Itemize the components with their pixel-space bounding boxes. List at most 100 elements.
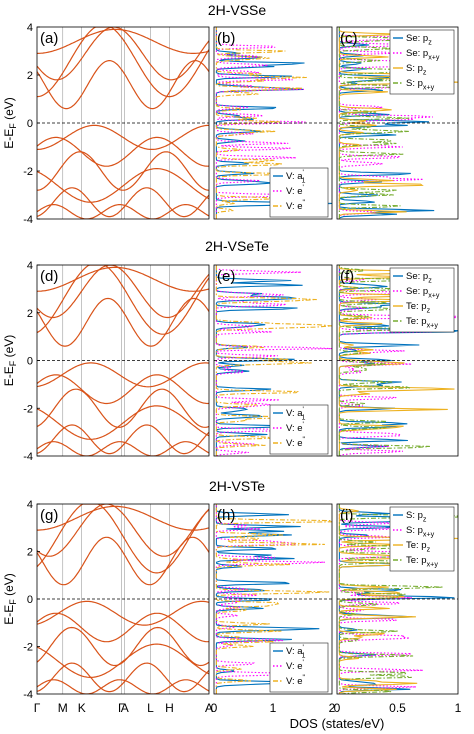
panel-frame [213,26,333,220]
band-line [37,151,209,191]
panel-plot [214,504,332,694]
legend-label: Se: px+y [406,286,440,299]
panel-plot [337,504,458,694]
legend: V: a' 1V: e' V: e" [269,642,329,693]
band-line [37,265,209,319]
legend-label: V: e" [286,674,306,687]
legend-label: V: e" [286,436,306,449]
panel-plot [37,265,209,456]
legend-label: S: px+y [406,525,435,538]
band-line [37,187,209,218]
kpoint-label: L [147,701,154,715]
dos-tick-label: 0 [334,701,341,715]
y-tick-label: 2 [27,70,33,82]
panel-label: (f) [340,268,354,285]
panel-label: (g) [40,507,58,524]
legend-label: S: pz [406,63,427,76]
band-line [37,297,209,347]
kpoint-label: A [205,701,213,715]
panel: Se: pz Se: px+y S: pz S: px+y (c) [336,26,459,220]
legend-label: S: px+y [406,78,435,91]
y-tick-label: 4 [27,260,33,272]
panel: V: a' 1V: e' V: e" (e) [213,264,333,457]
dos-tick-label: 1 [270,701,277,715]
panel-frame [336,26,459,220]
y-axis-label: E-EF (eV) [2,573,18,625]
dos-curve [215,504,325,694]
legend-label: Se: pz [406,33,432,46]
y-tick-label: -2 [23,642,33,654]
y-axis-label: E-EF (eV) [2,97,18,149]
band-line [37,536,209,586]
band-line [37,643,209,678]
band-line [37,27,209,98]
panel: Se: pz Se: px+y Te: pz Te: px+y (f) [336,264,459,457]
panel-label: (e) [217,268,235,285]
band-line [37,662,209,693]
kpoint-label: K [78,701,86,715]
legend-label: V: e' [286,421,304,434]
y-tick-label: 2 [27,547,33,559]
dos-tick-label: 0.5 [389,701,406,715]
band-line [37,168,209,203]
band-line [37,204,209,219]
band-line [37,265,209,335]
legend-label: V: a' 1 [286,644,306,660]
panel: V: a' 1V: e' V: e" (h) [213,503,333,695]
y-tick-label: -4 [23,689,33,701]
band-line [37,388,209,428]
band-line [37,362,209,388]
panel-label: (d) [40,268,58,285]
chart-title: 2H-VSSe [208,2,267,18]
legend-label: V: a' 1 [286,406,306,422]
band-line [37,28,209,54]
legend-label: Se: pz [406,271,432,284]
panel-frame [213,264,333,457]
kpoint-label: M [58,701,68,715]
band-line [37,266,209,292]
dos-curve [338,27,434,219]
legend: S: pz S: px+y Te: pz Te: px+y [389,506,455,572]
kpoint-label: Γ [34,701,41,715]
legend-label: Te: pz [406,301,431,314]
band-line [37,679,209,694]
y-tick-label: -4 [23,214,33,226]
y-tick-label: -4 [23,451,33,463]
legend: V: a' 1V: e' V: e" [269,167,329,218]
y-tick-label: 0 [27,118,33,130]
chart-row: 2H-VSTe (g) 4 2 0 -2 -4 V: a' 1V: e' V: e" (h) S: p… [2,478,459,701]
panel-plot [214,27,332,219]
legend-label: V: a' 1 [286,169,306,185]
y-tick-label: 4 [27,499,33,511]
chart-row: 2H-VSeTe (d) 4 2 0 -2 -4 V: a' 1V: e' V: e" (e) Se:… [2,238,459,463]
band-line [37,441,209,456]
panel-plot [37,27,209,219]
y-tick-label: 0 [27,594,33,606]
kpoint-label: A [121,701,129,715]
dos-axis-label: DOS (states/eV) [290,716,385,731]
band-line [37,136,209,167]
panel-label: (a) [40,30,58,47]
band-line [37,612,209,643]
band-line [37,405,209,440]
legend: V: a' 1V: e' V: e" [269,404,329,455]
panel: (d) 4 2 0 -2 -4 [23,260,210,463]
dos-curve [338,265,430,456]
panel: (a) 4 2 0 -2 -4 [23,22,210,226]
band-line [37,626,209,667]
panel-label: (b) [217,30,235,47]
kpoint-label: Γ [118,701,125,715]
panel-plot [337,265,458,456]
legend-label: Se: px+y [406,48,440,61]
legend-label: Te: px+y [406,316,438,329]
legend-label: Te: pz [406,540,431,553]
dos-curve [215,265,332,456]
y-tick-label: -2 [23,166,33,178]
band-line [37,505,209,531]
y-tick-label: 0 [27,356,33,368]
panel-label: (i) [340,507,353,524]
panel-label: (c) [340,30,358,47]
band-line [37,424,209,455]
panel-plot [37,504,209,694]
